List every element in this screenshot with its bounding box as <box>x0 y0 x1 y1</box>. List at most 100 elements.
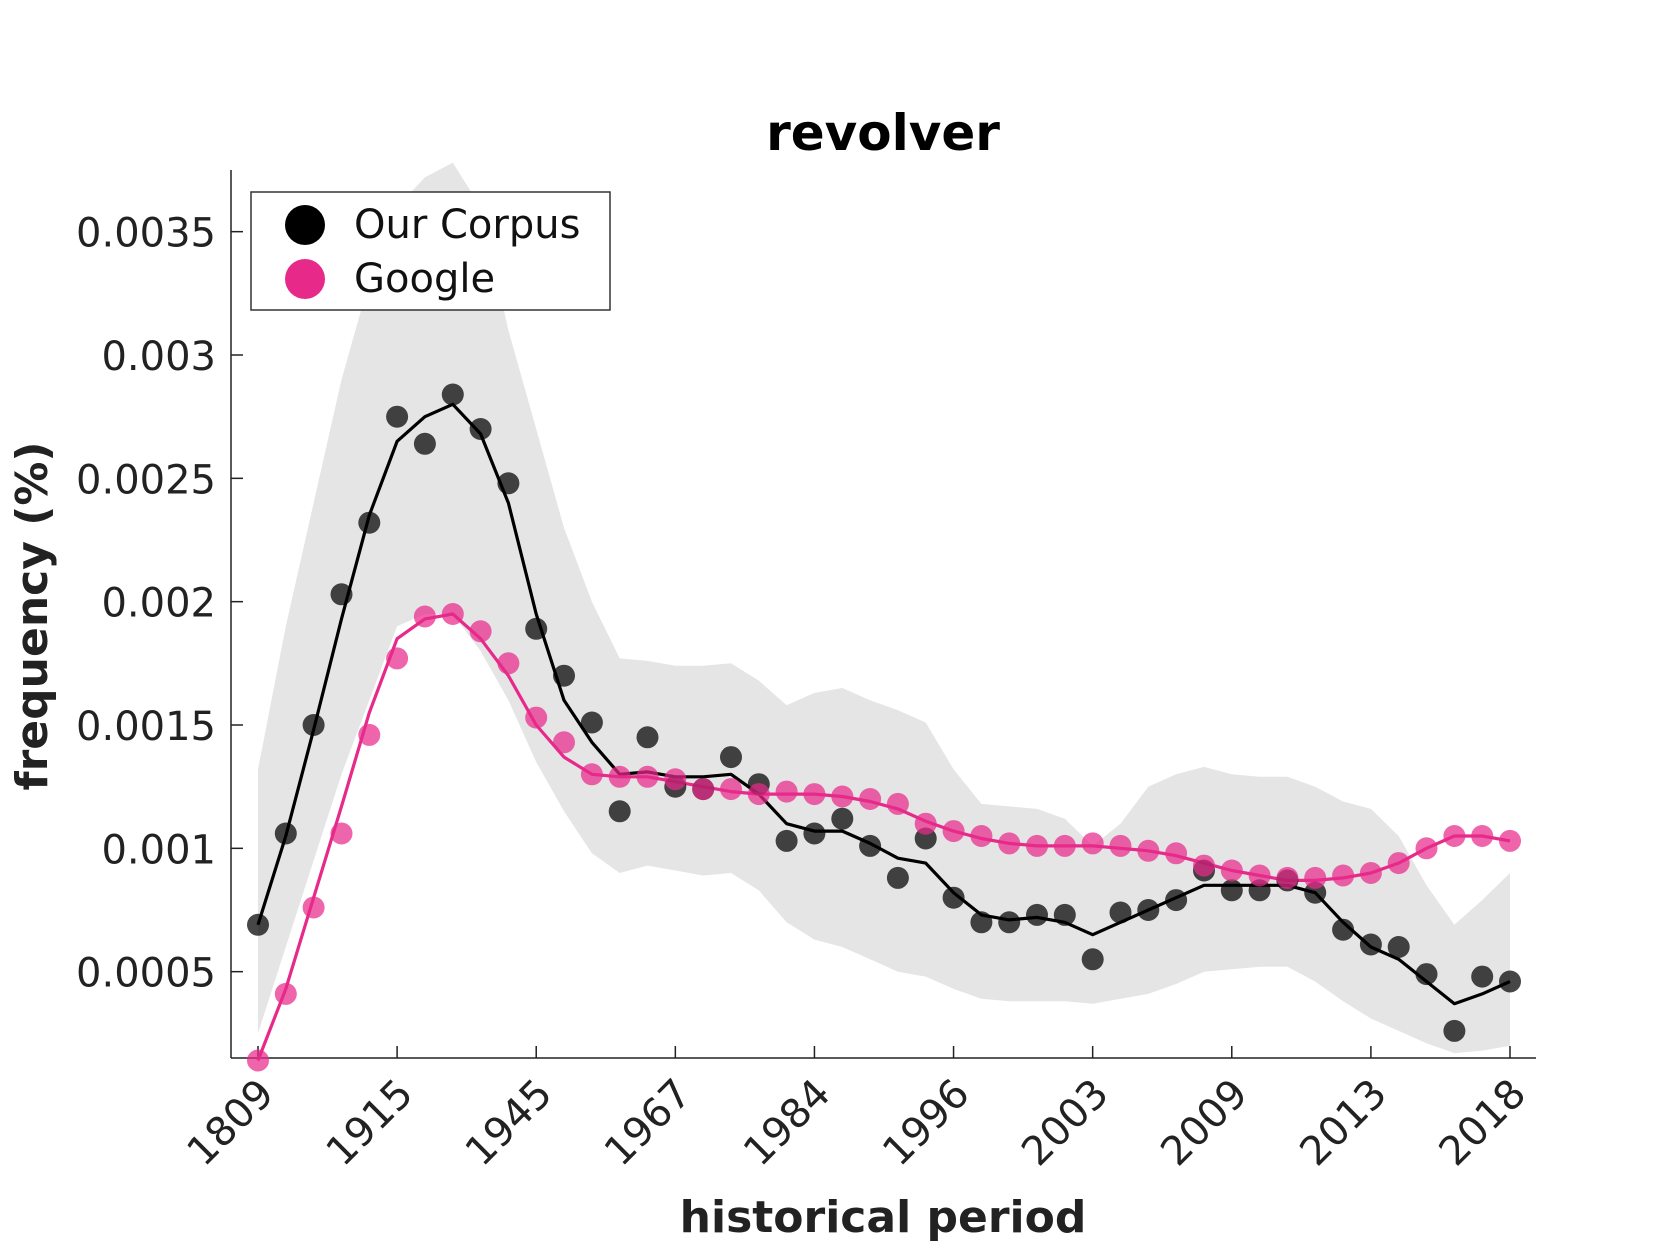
our-corpus-point <box>998 911 1021 934</box>
google-point <box>664 768 687 791</box>
our-corpus-point <box>886 866 909 889</box>
our-corpus-point <box>970 911 993 934</box>
data-points-layer <box>247 383 1521 1072</box>
x-tick-label: 2018 <box>1431 1071 1536 1176</box>
confidence-band-layer <box>258 162 1510 1054</box>
legend: Our Corpus Google <box>250 191 611 311</box>
our-corpus-point <box>525 617 548 640</box>
our-corpus-point <box>1332 918 1355 941</box>
x-tick-label: 1967 <box>596 1071 701 1176</box>
google-point <box>998 832 1021 855</box>
google-point <box>580 763 603 786</box>
x-tick-label: 1915 <box>318 1071 423 1176</box>
legend-label-our-corpus: Our Corpus <box>354 202 580 248</box>
our-corpus-point <box>1165 889 1188 912</box>
google-point <box>247 1049 269 1072</box>
google-point <box>747 783 770 806</box>
google-point <box>970 825 993 847</box>
smoothed-lines-layer <box>256 402 1511 1062</box>
google-point <box>942 820 965 843</box>
google-point <box>1026 834 1048 857</box>
x-tick-label: 2003 <box>1013 1071 1118 1176</box>
google-point <box>1332 864 1355 887</box>
google-point <box>1081 832 1104 855</box>
x-tick-label: 1945 <box>457 1071 562 1176</box>
our-corpus-point <box>580 711 603 734</box>
google-point <box>1193 854 1215 877</box>
google-point <box>1220 859 1243 882</box>
google-point <box>386 647 409 670</box>
our-corpus-point <box>803 822 826 845</box>
google-point <box>859 788 882 810</box>
our-corpus-smoothed-line <box>256 402 1511 1006</box>
legend-label-google: Google <box>354 256 495 302</box>
our-corpus-point <box>469 418 492 440</box>
our-corpus-point <box>859 834 882 857</box>
our-corpus-point <box>1415 963 1438 986</box>
google-point <box>1248 864 1271 887</box>
google-point <box>1443 825 1466 847</box>
google-point <box>302 896 325 919</box>
y-tick-label: 0.0025 <box>76 457 216 503</box>
x-tick-label: 2013 <box>1291 1071 1396 1176</box>
google-point <box>636 765 659 788</box>
x-tick-label: 1996 <box>874 1071 979 1176</box>
our-corpus-point <box>1499 970 1521 993</box>
y-tick-label: 0.002 <box>101 581 216 627</box>
google-point <box>831 785 854 808</box>
our-corpus-point <box>413 432 436 455</box>
our-corpus-point <box>1081 948 1104 971</box>
our-corpus-point <box>942 886 965 909</box>
our-corpus-point <box>274 822 297 845</box>
google-point <box>441 603 464 625</box>
google-point <box>330 822 353 845</box>
y-tick-label: 0.003 <box>101 334 216 380</box>
our-corpus-point <box>636 726 659 749</box>
our-corpus-point <box>358 511 381 534</box>
our-corpus-point <box>497 472 520 495</box>
x-tick-label: 2009 <box>1152 1071 1257 1176</box>
x-tick-label: 1809 <box>179 1071 284 1176</box>
google-point <box>1109 834 1132 857</box>
our-corpus-point <box>720 746 742 769</box>
our-corpus-point <box>247 913 269 936</box>
google-point <box>358 723 381 746</box>
our-corpus-point <box>1026 903 1048 926</box>
chart-title: revolver <box>766 104 1000 162</box>
google-point <box>775 780 798 803</box>
google-point <box>886 792 909 815</box>
our-corpus-point <box>330 583 353 606</box>
x-tick-label: 1984 <box>735 1071 840 1176</box>
google-point <box>914 812 937 835</box>
our-corpus-point <box>775 829 798 852</box>
our-corpus-point <box>1359 933 1382 956</box>
google-point <box>720 778 742 801</box>
confidence-band <box>258 162 1510 1054</box>
google-point <box>1053 834 1076 857</box>
google-point <box>608 765 631 788</box>
our-corpus-point <box>831 807 854 830</box>
y-tick-label: 0.0005 <box>76 951 216 997</box>
google-point <box>1359 862 1382 884</box>
google-point <box>1165 842 1188 865</box>
google-point <box>1137 839 1160 862</box>
our-corpus-point <box>1053 903 1076 926</box>
our-corpus-point <box>1387 936 1410 958</box>
google-point <box>469 620 492 643</box>
our-corpus-point <box>608 800 631 823</box>
our-corpus-point <box>302 714 325 736</box>
google-point <box>525 706 548 729</box>
our-corpus-point <box>1443 1019 1466 1042</box>
google-point <box>1415 837 1438 860</box>
google-point <box>274 982 297 1005</box>
google-point <box>1499 829 1521 852</box>
google-point <box>1276 866 1299 889</box>
google-point <box>1387 852 1410 875</box>
google-smoothed-line <box>256 612 1511 1062</box>
y-tick-label: 0.0035 <box>76 211 216 257</box>
our-corpus-point <box>553 664 575 687</box>
our-corpus-point <box>1220 879 1243 902</box>
x-axis-label: historical period <box>680 1192 1087 1243</box>
